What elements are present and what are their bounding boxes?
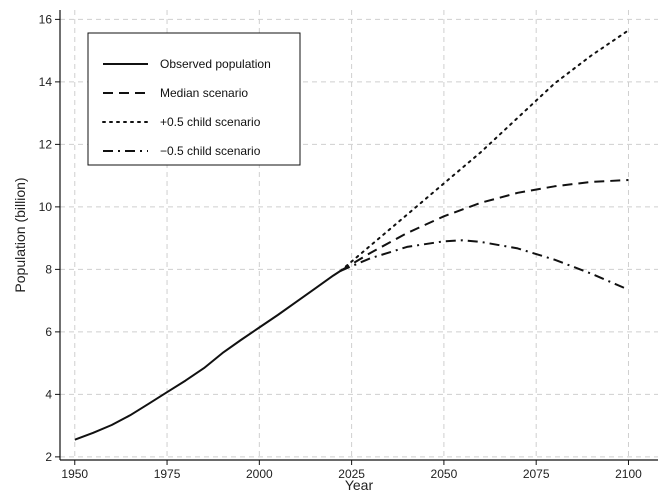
axes (55, 10, 658, 465)
x-tick-label: 2000 (246, 467, 273, 481)
x-tick-label: 2075 (523, 467, 550, 481)
y-tick-label: 4 (45, 387, 52, 401)
y-tick-label: 14 (39, 75, 53, 89)
legend-label: +0.5 child scenario (160, 115, 261, 129)
legend-label: Observed population (160, 57, 271, 71)
legend-label: −0.5 child scenario (160, 144, 261, 158)
series-line-dotted (339, 29, 630, 272)
x-tick-label: 2100 (615, 467, 642, 481)
y-tick-label: 6 (45, 325, 52, 339)
y-tick-label: 8 (45, 262, 52, 276)
series-line-solid (74, 270, 342, 441)
series-line-dashdot (340, 239, 629, 291)
series-lines (74, 29, 630, 441)
y-tick-label: 10 (39, 200, 53, 214)
x-tick-label: 2050 (431, 467, 458, 481)
y-tick-label: 2 (45, 450, 52, 464)
x-axis-label: Year (345, 477, 374, 491)
x-tick-label: 2025 (338, 467, 365, 481)
tick-labels: 1950 1975 2000 2025 2050 2075 2100 2 4 6 8 10 12 14 16 (39, 12, 642, 481)
x-tick-label: 1950 (61, 467, 88, 481)
legend: Observed population Median scenario +0.5 c… (87, 32, 301, 166)
y-tick-label: 16 (39, 12, 53, 26)
legend-box (87, 32, 301, 166)
legend-label: Median scenario (160, 86, 248, 100)
y-tick-label: 12 (39, 137, 53, 151)
y-axis-label: Population (billion) (12, 177, 28, 292)
x-tick-label: 1975 (154, 467, 181, 481)
series-line-dashed (339, 179, 629, 272)
